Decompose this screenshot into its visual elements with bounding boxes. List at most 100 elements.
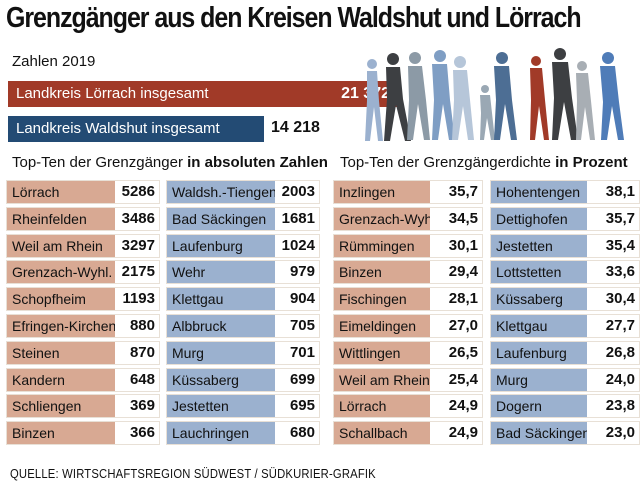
row-name: Dettighofen [496, 210, 568, 227]
row-value-box: 26,8 [587, 341, 639, 364]
row-value: 35,7 [605, 209, 635, 227]
table-row: Laufenburg 1024 [166, 233, 320, 258]
row-value: 1024 [281, 236, 315, 254]
table-row: Lauchringen 680 [166, 421, 320, 446]
total-label-loerrach: Landkreis Lörrach insgesamt [16, 85, 209, 102]
row-value: 24,9 [448, 424, 478, 442]
heading-absolute-prefix: Top-Ten der Grenzgänger [12, 154, 183, 171]
person-silhouette-icon [365, 59, 383, 141]
row-value: 34,5 [448, 209, 478, 227]
table-row: Küssaberg 30,4 [490, 287, 640, 312]
row-value: 695 [289, 397, 315, 415]
row-value-box: 3297 [115, 234, 159, 257]
row-value-box: 680 [275, 422, 319, 445]
row-value-box: 366 [115, 422, 159, 445]
row-name: Inzlingen [339, 184, 396, 200]
total-label-waldshut: Landkreis Waldshut insgesamt [16, 120, 220, 137]
row-name: Hohentengen [496, 184, 581, 200]
table-row: Eimeldingen 27,0 [333, 313, 483, 338]
row-value-box: 35,4 [587, 234, 639, 257]
row-value: 880 [129, 316, 155, 334]
row-name: Rheinfelden [12, 210, 87, 227]
total-bar-waldshut: Landkreis Waldshut insgesamt [8, 116, 264, 142]
row-value-box: 27,0 [430, 314, 482, 337]
row-value-box: 30,4 [587, 288, 639, 311]
row-name: Efringen-Kirchen [12, 317, 117, 334]
row-value-box: 369 [115, 395, 159, 418]
table-row: Wittlingen 26,5 [333, 340, 483, 365]
row-value: 26,8 [605, 343, 635, 361]
table-row: Lörrach 24,9 [333, 394, 483, 419]
row-value-box: 1193 [115, 288, 159, 311]
table-row: Murg 24,0 [490, 367, 640, 392]
person-silhouette-icon [407, 52, 430, 140]
row-name: Weil am Rhein [339, 371, 430, 388]
table-absolute-loerrach: Lörrach 5286 Rheinfelden 3486 Weil am Rhein 3… [6, 180, 160, 448]
row-value: 38,1 [605, 183, 635, 200]
row-value-box: 33,6 [587, 261, 639, 284]
row-name: Fischingen [339, 291, 407, 308]
person-silhouette-icon [452, 56, 474, 140]
row-value-box: 25,4 [430, 368, 482, 391]
row-value: 35,4 [605, 236, 635, 254]
person-silhouette-icon [494, 52, 517, 140]
row-value-box: 29,4 [430, 261, 482, 284]
row-name: Klettgau [496, 317, 548, 334]
row-name: Eimeldingen [339, 317, 417, 334]
table-row: Dettighofen 35,7 [490, 206, 640, 231]
row-value: 2175 [121, 263, 155, 281]
table-row: Grenzach-Wyhl. 34,5 [333, 206, 483, 231]
row-value: 29,4 [448, 263, 478, 281]
row-value-box: 24,9 [430, 395, 482, 418]
table-row: Rheinfelden 3486 [6, 206, 160, 231]
person-silhouette-icon [576, 61, 595, 140]
row-value-box: 1024 [275, 234, 319, 257]
row-value: 680 [289, 424, 315, 442]
table-density-waldshut: Hohentengen 38,1 Dettighofen 35,7 Jestetten 3… [490, 180, 640, 448]
row-value-box: 979 [275, 261, 319, 284]
person-silhouette-icon [530, 56, 549, 140]
row-value-box: 35,7 [430, 181, 482, 203]
row-value: 30,1 [448, 236, 478, 254]
table-row: Klettgau 27,7 [490, 313, 640, 338]
row-name: Laufenburg [172, 237, 243, 254]
table-row: Laufenburg 26,8 [490, 340, 640, 365]
table-row: Inzlingen 35,7 [333, 180, 483, 204]
row-name: Rümmingen [339, 237, 415, 254]
table-row: Steinen 870 [6, 340, 160, 365]
table-row: Wehr 979 [166, 260, 320, 285]
row-value-box: 870 [115, 341, 159, 364]
row-name: Jestetten [496, 237, 553, 254]
row-value-box: 24,9 [430, 422, 482, 445]
row-name: Lörrach [12, 184, 60, 200]
table-row: Fischingen 28,1 [333, 287, 483, 312]
row-value-box: 34,5 [430, 207, 482, 230]
heading-density-bold: in Prozent [555, 154, 628, 171]
table-row: Binzen 366 [6, 421, 160, 446]
table-row: Weil am Rhein 25,4 [333, 367, 483, 392]
row-value: 699 [289, 370, 315, 388]
source-note: QUELLE: WIRTSCHAFTSREGION SÜDWEST / SÜDK… [10, 467, 376, 481]
row-name: Weil am Rhein [12, 237, 103, 254]
row-value-box: 5286 [115, 181, 159, 203]
year-label: Zahlen 2019 [12, 53, 96, 70]
row-value: 25,4 [448, 370, 478, 388]
row-value: 28,1 [448, 290, 478, 308]
table-row: Hohentengen 38,1 [490, 180, 640, 204]
row-name: Binzen [339, 264, 382, 281]
row-name: Waldsh.-Tiengen [172, 184, 277, 200]
row-value: 33,6 [605, 263, 635, 281]
row-value: 705 [289, 316, 315, 334]
table-row: Waldsh.-Tiengen 2003 [166, 180, 320, 204]
row-value: 1681 [281, 209, 315, 227]
table-row: Schopfheim 1193 [6, 287, 160, 312]
row-name: Küssaberg [496, 291, 563, 308]
row-name: Bad Säckingen [496, 425, 591, 442]
row-value-box: 30,1 [430, 234, 482, 257]
table-row: Albbruck 705 [166, 313, 320, 338]
row-value: 979 [289, 263, 315, 281]
row-name: Lauchringen [172, 425, 250, 442]
row-value-box: 1681 [275, 207, 319, 230]
row-value: 3486 [121, 209, 155, 227]
row-value: 24,0 [605, 370, 635, 388]
